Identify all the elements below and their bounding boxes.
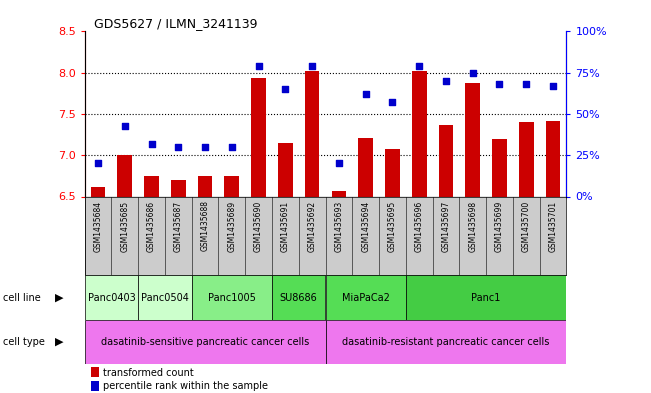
Text: GSM1435694: GSM1435694 [361, 200, 370, 252]
Bar [546, 121, 561, 196]
Text: ▶: ▶ [55, 337, 64, 347]
Point [120, 122, 130, 129]
Bar [385, 149, 400, 196]
Text: GSM1435686: GSM1435686 [147, 200, 156, 252]
Bar [406, 275, 566, 320]
Bar [326, 275, 406, 320]
Text: GSM1435689: GSM1435689 [227, 200, 236, 252]
Text: ▶: ▶ [55, 293, 64, 303]
Bar [358, 138, 373, 196]
Point [93, 160, 104, 167]
Point [280, 86, 290, 92]
Text: GSM1435690: GSM1435690 [254, 200, 263, 252]
Text: GSM1435695: GSM1435695 [388, 200, 397, 252]
Text: GSM1435691: GSM1435691 [281, 200, 290, 252]
Point [307, 63, 317, 69]
Text: GSM1435684: GSM1435684 [94, 200, 102, 252]
Point [227, 144, 237, 150]
Text: dasatinib-resistant pancreatic cancer cells: dasatinib-resistant pancreatic cancer ce… [342, 337, 549, 347]
Bar [90, 187, 105, 196]
Text: GSM1435696: GSM1435696 [415, 200, 424, 252]
Text: GSM1435701: GSM1435701 [549, 200, 557, 252]
Text: MiaPaCa2: MiaPaCa2 [342, 293, 389, 303]
Point [334, 160, 344, 167]
Bar [492, 139, 507, 196]
Bar [519, 122, 534, 196]
Point [547, 83, 558, 89]
Bar [198, 176, 212, 196]
Text: cell type: cell type [3, 337, 45, 347]
Bar [117, 155, 132, 196]
Text: GSM1435699: GSM1435699 [495, 200, 504, 252]
Text: GSM1435700: GSM1435700 [521, 200, 531, 252]
Text: GSM1435698: GSM1435698 [468, 200, 477, 252]
Bar [278, 143, 293, 196]
Bar [326, 320, 566, 364]
Bar [85, 320, 326, 364]
Bar [305, 71, 320, 196]
Text: dasatinib-sensitive pancreatic cancer cells: dasatinib-sensitive pancreatic cancer ce… [101, 337, 309, 347]
Point [494, 81, 505, 87]
Point [521, 81, 531, 87]
Text: transformed count: transformed count [103, 367, 193, 378]
Text: GSM1435693: GSM1435693 [335, 200, 343, 252]
Point [200, 144, 210, 150]
Text: GSM1435688: GSM1435688 [201, 200, 210, 252]
Bar [412, 71, 426, 196]
Text: GSM1435685: GSM1435685 [120, 200, 130, 252]
Bar [272, 275, 326, 320]
Point [253, 63, 264, 69]
Bar [191, 275, 272, 320]
Text: GSM1435692: GSM1435692 [308, 200, 316, 252]
Text: cell line: cell line [3, 293, 41, 303]
Text: Panc0403: Panc0403 [87, 293, 135, 303]
Bar [138, 275, 191, 320]
Bar [225, 176, 239, 196]
Text: GDS5627 / ILMN_3241139: GDS5627 / ILMN_3241139 [94, 17, 258, 30]
Point [467, 70, 478, 76]
Text: Panc1005: Panc1005 [208, 293, 256, 303]
Text: Panc1: Panc1 [471, 293, 501, 303]
Bar [331, 191, 346, 196]
Point [387, 99, 398, 106]
Bar [85, 275, 138, 320]
Point [441, 78, 451, 84]
Text: GSM1435687: GSM1435687 [174, 200, 183, 252]
Bar [144, 176, 159, 196]
Point [361, 91, 371, 97]
Text: GSM1435697: GSM1435697 [441, 200, 450, 252]
Text: Panc0504: Panc0504 [141, 293, 189, 303]
Point [173, 144, 184, 150]
Bar [171, 180, 186, 196]
Text: percentile rank within the sample: percentile rank within the sample [103, 381, 268, 391]
Point [414, 63, 424, 69]
Point [146, 141, 157, 147]
Bar [251, 79, 266, 196]
Bar [439, 125, 453, 196]
Bar [465, 83, 480, 196]
Text: SU8686: SU8686 [280, 293, 318, 303]
